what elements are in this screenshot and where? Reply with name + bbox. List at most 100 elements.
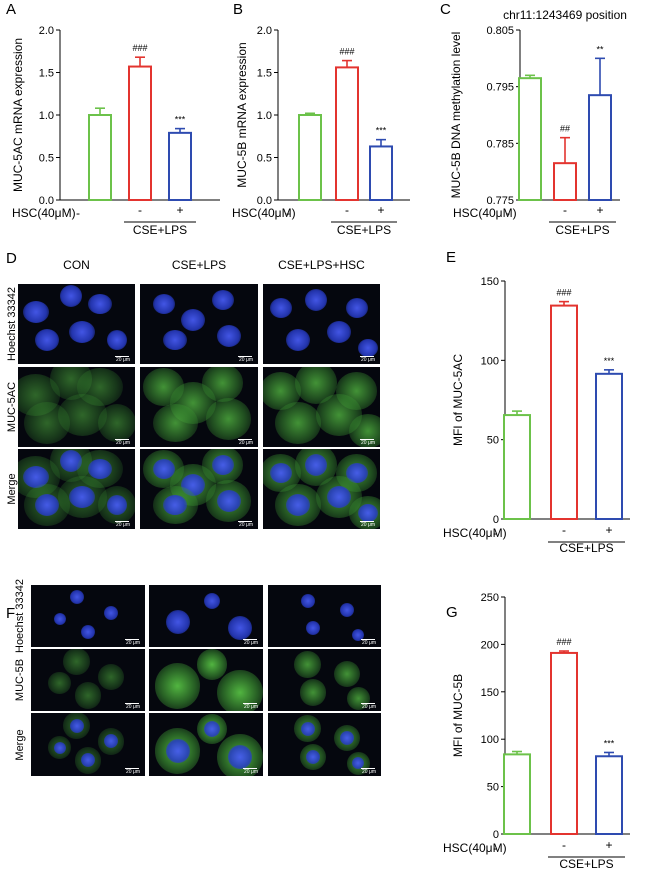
bar-0 bbox=[298, 114, 322, 201]
scale-bar bbox=[238, 521, 252, 522]
minus-label: - bbox=[345, 203, 349, 217]
y-tick-label: 2.0 bbox=[257, 25, 272, 37]
nucleus-stain bbox=[286, 494, 311, 516]
nucleus-stain bbox=[107, 495, 128, 515]
plus-label: + bbox=[596, 203, 603, 217]
nucleus-stain bbox=[163, 330, 188, 350]
model-label: CSE+LPS bbox=[559, 857, 613, 871]
nucleus-stain bbox=[152, 459, 175, 479]
micrograph-2-1: 20 μm bbox=[263, 367, 380, 447]
minus-label: - bbox=[563, 203, 567, 217]
nucleus-stain bbox=[152, 294, 175, 314]
plus-label: + bbox=[605, 838, 612, 852]
scale-bar-label: 20 μm bbox=[239, 522, 253, 528]
cytoplasm-stain bbox=[152, 404, 199, 442]
cytoplasm-stain bbox=[196, 649, 227, 680]
nucleus-stain bbox=[228, 745, 253, 770]
nucleus-stain bbox=[269, 298, 292, 318]
y-tick-label: 1.5 bbox=[39, 68, 54, 80]
scale-bar-label: 20 μm bbox=[362, 704, 376, 710]
model-label: CSE+LPS bbox=[337, 223, 391, 237]
row-label: Hoechst 33342 bbox=[6, 287, 18, 361]
micrograph-1-0: 20 μm bbox=[149, 585, 263, 647]
plus-label: + bbox=[176, 203, 183, 217]
nucleus-stain bbox=[304, 454, 327, 476]
nucleus-stain bbox=[59, 450, 82, 472]
scale-bar bbox=[360, 356, 374, 357]
y-axis-title: MFI of MUC-5AC bbox=[451, 354, 465, 446]
micrograph-0-2: 20 μm bbox=[31, 713, 145, 776]
row-label: Merge bbox=[6, 473, 18, 505]
micrograph-2-0: 20 μm bbox=[263, 284, 380, 364]
hsc-label: HSC(40μM) bbox=[12, 206, 76, 220]
nucleus-stain bbox=[269, 463, 292, 483]
nucleus-stain bbox=[211, 455, 234, 475]
nucleus-stain bbox=[81, 624, 95, 639]
nucleus-stain bbox=[69, 590, 84, 605]
scale-bar bbox=[243, 639, 257, 640]
scale-bar-label: 20 μm bbox=[239, 440, 253, 446]
scale-bar bbox=[238, 439, 252, 440]
scale-bar-label: 20 μm bbox=[239, 357, 253, 363]
cytoplasm-stain bbox=[347, 687, 370, 710]
bar-2 bbox=[369, 145, 393, 201]
bar-2 bbox=[595, 372, 623, 520]
y-tick-label: 250 bbox=[481, 592, 499, 604]
micrograph-0-0: 20 μm bbox=[31, 585, 145, 647]
y-tick-label: 150 bbox=[481, 276, 499, 288]
micrograph-2-0: 20 μm bbox=[268, 585, 381, 647]
scale-bar-label: 20 μm bbox=[362, 640, 376, 646]
scale-bar-label: 20 μm bbox=[116, 440, 130, 446]
scale-bar bbox=[115, 356, 129, 357]
minus-label: - bbox=[138, 203, 142, 217]
nucleus-stain bbox=[107, 330, 128, 350]
scale-bar-label: 20 μm bbox=[361, 440, 375, 446]
micrograph-1-1: 20 μm bbox=[140, 367, 258, 447]
cytoplasm-stain bbox=[97, 663, 125, 691]
y-tick-label: 2.0 bbox=[39, 25, 54, 37]
y-tick-label: 100 bbox=[481, 355, 499, 367]
y-tick-label: 50 bbox=[487, 782, 499, 794]
scale-bar bbox=[360, 521, 374, 522]
scale-bar-label: 20 μm bbox=[244, 640, 258, 646]
hsc-label: HSC(40μM) bbox=[453, 206, 517, 220]
nucleus-stain bbox=[35, 329, 60, 351]
scale-bar bbox=[125, 703, 139, 704]
nucleus-stain bbox=[165, 610, 190, 635]
nucleus-stain bbox=[216, 490, 241, 512]
nucleus-stain bbox=[352, 757, 365, 770]
cytoplasm-stain bbox=[299, 679, 327, 706]
nucleus-stain bbox=[358, 339, 379, 357]
bar-0 bbox=[503, 753, 531, 835]
cytoplasm-stain bbox=[48, 671, 71, 695]
plus-label: + bbox=[377, 203, 384, 217]
column-label: CSE+LPS+HSC bbox=[278, 258, 365, 272]
scale-bar bbox=[115, 521, 129, 522]
minus-label: - bbox=[506, 206, 510, 220]
panel-letter-C: C bbox=[440, 1, 451, 18]
micrograph-1-0: 20 μm bbox=[140, 284, 258, 364]
significance-mark: ### bbox=[556, 288, 571, 298]
model-label: CSE+LPS bbox=[555, 223, 609, 237]
bar-0 bbox=[503, 414, 531, 520]
nucleus-stain bbox=[203, 720, 220, 737]
y-axis-title: MUC-5B DNA methylation level bbox=[449, 32, 463, 199]
bar-1 bbox=[550, 651, 578, 835]
nucleus-stain bbox=[327, 486, 352, 508]
panel-letter-D: D bbox=[6, 250, 17, 267]
scale-bar bbox=[125, 639, 139, 640]
nucleus-stain bbox=[69, 486, 96, 508]
nucleus-stain bbox=[103, 734, 118, 749]
scale-bar-label: 20 μm bbox=[244, 769, 258, 775]
nucleus-stain bbox=[300, 721, 315, 736]
scale-bar bbox=[243, 768, 257, 769]
cytoplasm-stain bbox=[217, 669, 263, 711]
nucleus-stain bbox=[327, 321, 352, 343]
scale-bar bbox=[115, 439, 129, 440]
cytoplasm-stain bbox=[98, 404, 135, 442]
bar-1 bbox=[550, 304, 578, 520]
nucleus-stain bbox=[304, 289, 327, 311]
chart-title: chr11:1243469 position bbox=[503, 8, 627, 22]
cytoplasm-stain bbox=[275, 402, 321, 444]
y-axis-title: MUC-5B mRNA expression bbox=[235, 42, 249, 187]
